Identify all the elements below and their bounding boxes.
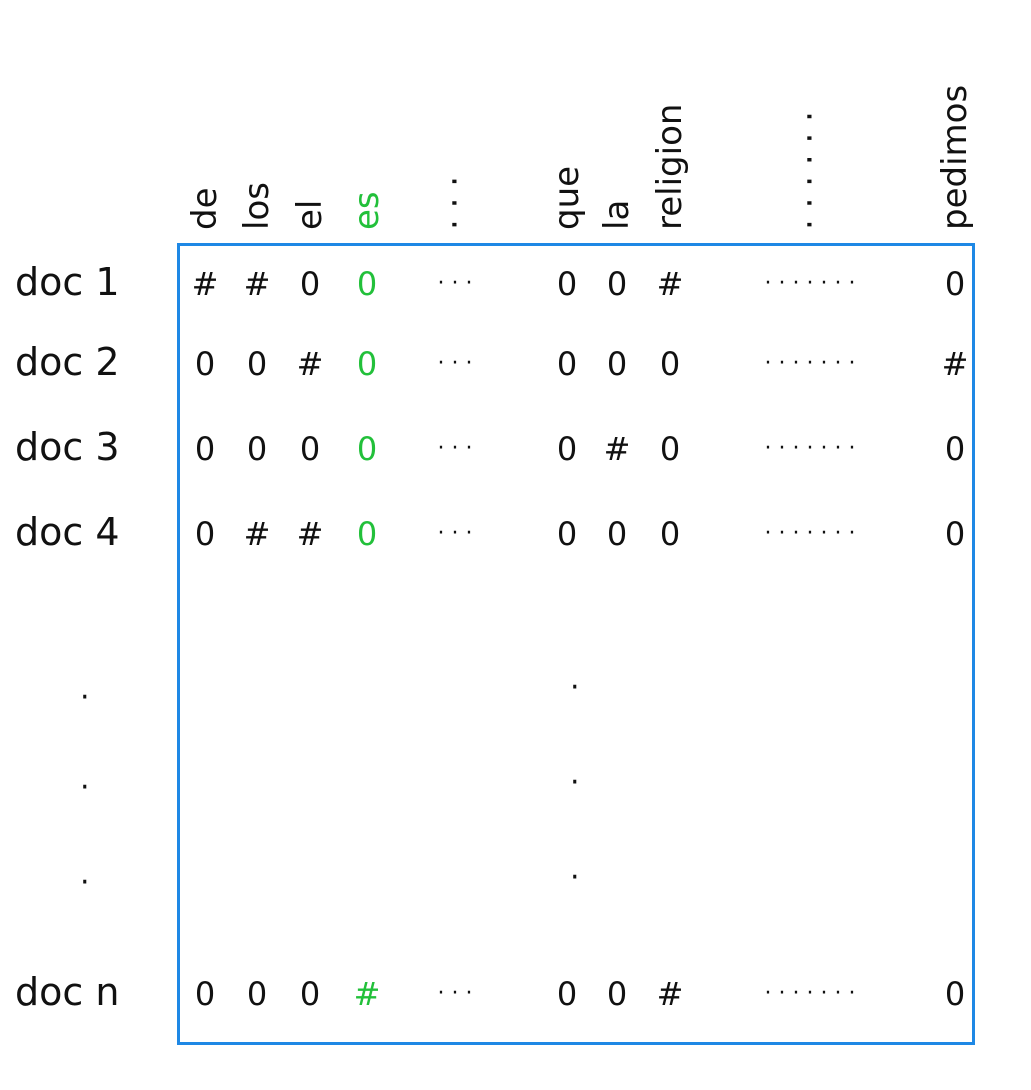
column-header: es bbox=[347, 191, 387, 230]
matrix-cell: 0 bbox=[606, 265, 628, 303]
matrix-cell: · · · bbox=[437, 271, 473, 296]
matrix-cell: 0 bbox=[356, 265, 378, 303]
column-header: que bbox=[547, 165, 587, 230]
matrix-cell: 0 bbox=[556, 975, 578, 1013]
matrix-cell: 0 bbox=[606, 345, 628, 383]
matrix-cell: # bbox=[941, 345, 969, 383]
matrix-cell: # bbox=[191, 265, 219, 303]
matrix-cell: · · · · · · · bbox=[764, 271, 856, 296]
matrix-cell: 0 bbox=[556, 345, 578, 383]
matrix-cell: 0 bbox=[356, 345, 378, 383]
matrix-cell: 0 bbox=[556, 515, 578, 553]
matrix-cell: # bbox=[243, 515, 271, 553]
matrix-cell: 0 bbox=[356, 515, 378, 553]
matrix-cell: # bbox=[296, 515, 324, 553]
matrix-cell: · · · bbox=[437, 436, 473, 461]
vertical-ellipsis-dot: · bbox=[570, 765, 580, 800]
matrix-cell: 0 bbox=[606, 975, 628, 1013]
matrix-cell: 0 bbox=[606, 515, 628, 553]
column-header: los bbox=[237, 182, 277, 230]
matrix-cell: 0 bbox=[194, 975, 216, 1013]
row-label: doc 1 bbox=[15, 260, 120, 304]
matrix-cell: 0 bbox=[194, 515, 216, 553]
matrix-cell: # bbox=[353, 975, 381, 1013]
matrix-cell: 0 bbox=[299, 265, 321, 303]
matrix-cell: 0 bbox=[944, 515, 966, 553]
vertical-ellipsis-dot: · bbox=[570, 670, 580, 705]
matrix-cell: 0 bbox=[299, 975, 321, 1013]
matrix-cell: 0 bbox=[944, 975, 966, 1013]
column-header: · · · bbox=[435, 175, 475, 230]
matrix-cell: · · · bbox=[437, 521, 473, 546]
vertical-ellipsis-dot: · bbox=[570, 860, 580, 895]
matrix-cell: 0 bbox=[556, 430, 578, 468]
matrix-cell: 0 bbox=[944, 265, 966, 303]
column-header: de bbox=[185, 187, 225, 231]
matrix-cell: · · · · · · · bbox=[764, 981, 856, 1006]
matrix-cell: · · · · · · · bbox=[764, 436, 856, 461]
matrix-cell: 0 bbox=[659, 515, 681, 553]
row-label: doc n bbox=[15, 970, 120, 1014]
matrix-cell: 0 bbox=[246, 345, 268, 383]
matrix-cell: 0 bbox=[194, 345, 216, 383]
matrix-cell: 0 bbox=[659, 430, 681, 468]
vertical-ellipsis-dot: · bbox=[80, 680, 90, 715]
row-label: doc 4 bbox=[15, 510, 120, 554]
matrix-cell: 0 bbox=[944, 430, 966, 468]
row-label: doc 2 bbox=[15, 340, 120, 384]
matrix-cell: # bbox=[603, 430, 631, 468]
matrix-cell: # bbox=[243, 265, 271, 303]
matrix-cell: · · · · · · · bbox=[764, 521, 856, 546]
matrix-cell: · · · bbox=[437, 981, 473, 1006]
matrix-cell: 0 bbox=[556, 265, 578, 303]
vertical-ellipsis-dot: · bbox=[80, 865, 90, 900]
matrix-cell: · · · · · · · bbox=[764, 351, 856, 376]
matrix-cell: 0 bbox=[194, 430, 216, 468]
matrix-cell: 0 bbox=[356, 430, 378, 468]
matrix-cell: # bbox=[656, 975, 684, 1013]
matrix-cell: # bbox=[296, 345, 324, 383]
column-header: la bbox=[597, 199, 637, 230]
document-term-matrix bbox=[177, 243, 975, 1045]
matrix-cell: # bbox=[656, 265, 684, 303]
matrix-cell: 0 bbox=[659, 345, 681, 383]
vertical-ellipsis-dot: · bbox=[80, 770, 90, 805]
column-header: el bbox=[290, 199, 330, 230]
column-header: · · · · · · bbox=[790, 111, 830, 230]
matrix-cell: · · · bbox=[437, 351, 473, 376]
matrix-cell: 0 bbox=[246, 975, 268, 1013]
matrix-cell: 0 bbox=[299, 430, 321, 468]
column-header: religion bbox=[650, 103, 690, 230]
row-label: doc 3 bbox=[15, 425, 120, 469]
matrix-cell: 0 bbox=[246, 430, 268, 468]
column-header: pedimos bbox=[935, 84, 975, 230]
